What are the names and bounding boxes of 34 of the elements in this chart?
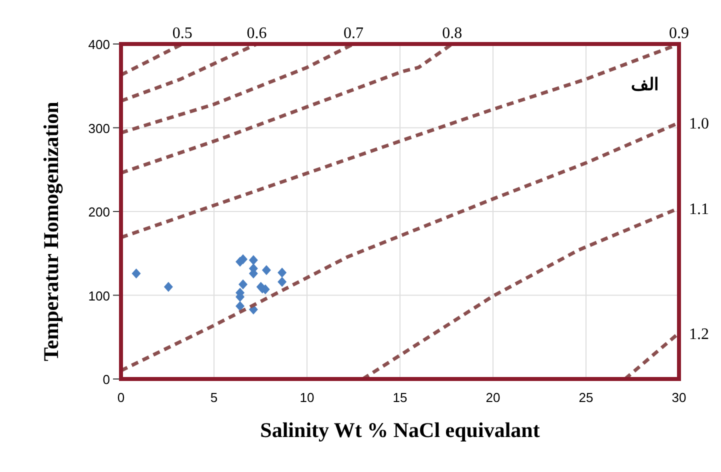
point (238, 279, 248, 290)
x-axis-title: Salinity Wt % NaCl equivalant (260, 418, 540, 442)
annotation: الف (631, 75, 659, 94)
x-tick-label: 10 (300, 390, 314, 405)
series-label: 0.8 (442, 25, 462, 42)
y-tick-label: 0 (102, 372, 110, 387)
x-tick-label: 25 (578, 390, 594, 405)
point (278, 276, 287, 287)
point (248, 255, 258, 266)
point (132, 268, 141, 278)
y-tick-label: 300 (88, 120, 110, 136)
point (278, 268, 287, 278)
y-tick-label: 200 (88, 204, 110, 220)
series-label: 0.5 (172, 25, 192, 42)
x-tick-label: 20 (486, 390, 500, 405)
x-tick-label: 0 (117, 390, 125, 405)
series-label: 1.2 (689, 326, 709, 343)
y-axis-title: Temperatur Homogenization (39, 101, 63, 362)
x-tick-label: 15 (392, 390, 408, 405)
x-tick-label: 30 (672, 390, 686, 405)
series-label: 1.1 (689, 201, 709, 218)
point (164, 282, 173, 292)
x-tick-label: 5 (210, 390, 218, 405)
series-label: 0.7 (344, 25, 364, 42)
series-label: 1.0 (689, 116, 709, 133)
y-tick-label: 400 (88, 37, 110, 52)
point (262, 265, 271, 276)
y-tick-label: 100 (88, 288, 110, 304)
point (236, 301, 245, 312)
line-series (121, 44, 454, 175)
series-label: 0.6 (246, 25, 267, 42)
series-label: 0.9 (669, 25, 689, 42)
line-series (121, 120, 679, 372)
point (238, 254, 248, 264)
